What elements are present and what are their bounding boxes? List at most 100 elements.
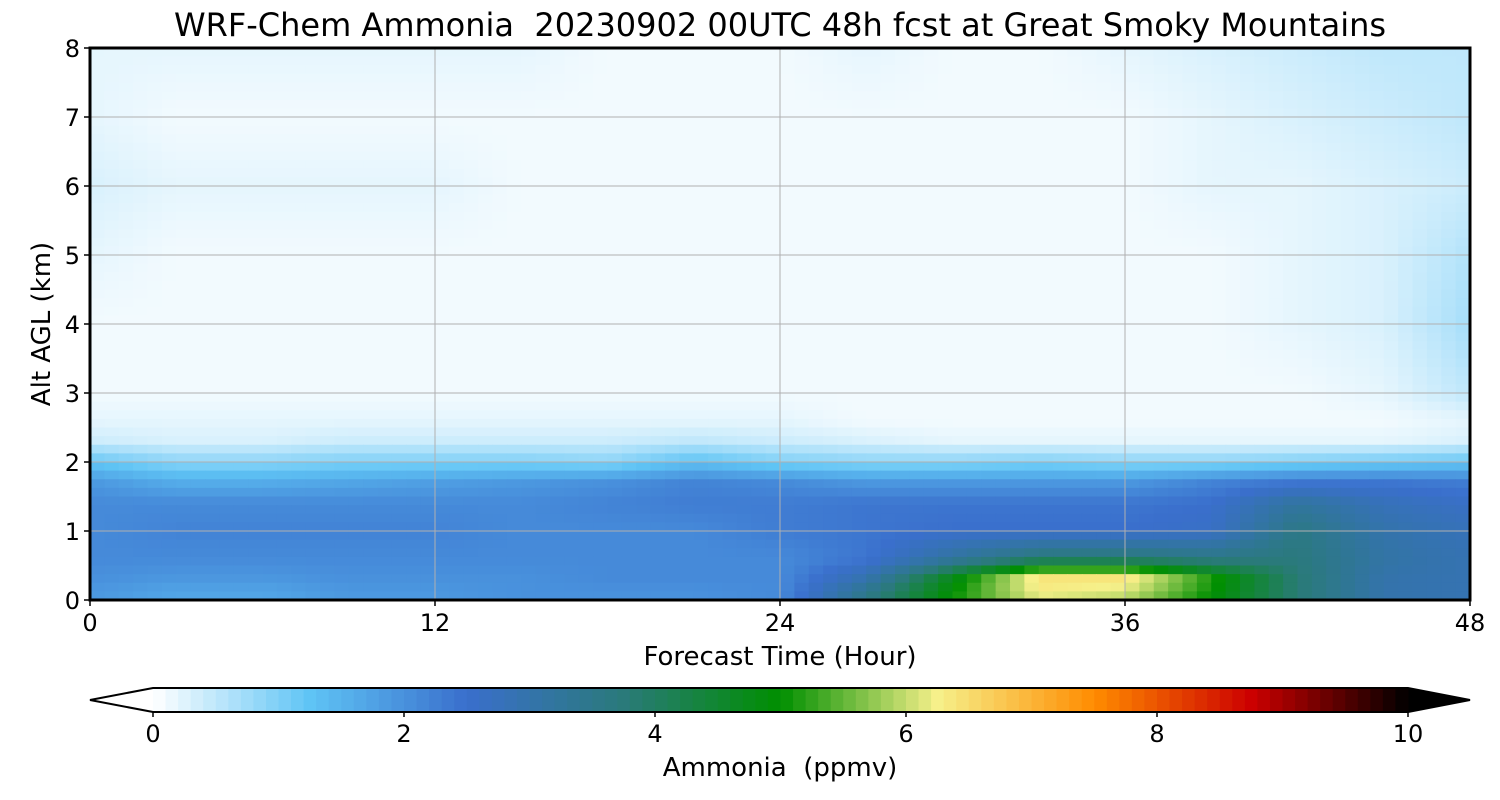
heatmap-cell xyxy=(808,91,824,101)
heatmap-cell xyxy=(1139,48,1155,58)
heatmap-cell xyxy=(1254,220,1270,230)
heatmap-cell xyxy=(205,375,220,385)
heatmap-cell xyxy=(1326,263,1342,273)
heatmap-cell xyxy=(248,48,264,58)
heatmap-cell xyxy=(1053,263,1069,273)
heatmap-cell xyxy=(1053,324,1069,334)
heatmap-cell xyxy=(1283,324,1299,334)
heatmap-cell xyxy=(406,341,422,351)
heatmap-cell xyxy=(205,168,220,178)
heatmap-cell xyxy=(995,246,1011,256)
heatmap-cell xyxy=(1139,125,1155,135)
heatmap-cell xyxy=(1182,393,1198,403)
heatmap-cell xyxy=(1283,289,1299,299)
heatmap-cell xyxy=(1081,349,1097,360)
heatmap-cell xyxy=(1355,324,1370,334)
heatmap-cell xyxy=(521,194,537,204)
heatmap-cell xyxy=(104,315,120,325)
heatmap-cell xyxy=(248,358,264,368)
heatmap-cell xyxy=(1081,73,1097,84)
heatmap-cell xyxy=(104,246,120,256)
heatmap-cell xyxy=(866,487,882,498)
heatmap-cell xyxy=(909,151,925,161)
heatmap-cell xyxy=(478,246,494,256)
heatmap-cell xyxy=(1211,418,1227,429)
heatmap-cell xyxy=(1297,82,1313,92)
heatmap-cell xyxy=(578,444,594,454)
heatmap-cell xyxy=(823,229,839,239)
heatmap-cell xyxy=(751,73,767,84)
heatmap-cell xyxy=(233,315,249,325)
heatmap-cell xyxy=(190,108,206,118)
heatmap-cell xyxy=(435,410,450,420)
heatmap-cell xyxy=(449,332,465,342)
heatmap-cell xyxy=(665,479,680,489)
heatmap-cell xyxy=(693,280,709,291)
heatmap-cell xyxy=(1355,341,1370,351)
heatmap-cell xyxy=(291,393,307,403)
heatmap-cell xyxy=(851,375,867,385)
heatmap-cell xyxy=(291,108,307,118)
heatmap-cell xyxy=(722,479,738,489)
heatmap-cell xyxy=(1196,194,1212,204)
heatmap-cell xyxy=(895,151,910,161)
heatmap-cell xyxy=(593,142,609,153)
heatmap-cell xyxy=(1096,211,1112,222)
heatmap-cell xyxy=(1168,427,1184,437)
heatmap-cell xyxy=(1455,418,1471,429)
heatmap-cell xyxy=(1297,203,1313,213)
heatmap-cell xyxy=(492,142,508,153)
heatmap-cell xyxy=(1326,134,1342,144)
heatmap-cell xyxy=(607,160,623,170)
heatmap-cell xyxy=(305,142,321,153)
heatmap-cell xyxy=(650,82,666,92)
heatmap-cell xyxy=(665,367,680,377)
heatmap-cell xyxy=(923,48,939,58)
heatmap-cell xyxy=(1398,73,1414,84)
heatmap-cell xyxy=(578,349,594,360)
heatmap-cell xyxy=(578,470,594,480)
heatmap-cell xyxy=(348,349,364,360)
heatmap-cell xyxy=(679,255,695,265)
heatmap-cell xyxy=(1182,315,1198,325)
heatmap-cell xyxy=(233,298,249,308)
heatmap-cell xyxy=(1412,341,1428,351)
heatmap-cell xyxy=(176,272,192,282)
heatmap-cell xyxy=(765,349,781,360)
heatmap-cell xyxy=(363,48,379,58)
heatmap-cell xyxy=(320,349,335,360)
heatmap-cell xyxy=(334,229,350,239)
heatmap-cell xyxy=(363,298,379,308)
heatmap-cell xyxy=(205,418,220,429)
heatmap-cell xyxy=(550,160,565,170)
heatmap-cell xyxy=(190,229,206,239)
heatmap-cell xyxy=(219,73,235,84)
heatmap-cell xyxy=(161,487,177,498)
heatmap-cell xyxy=(506,220,522,230)
heatmap-cell xyxy=(794,203,810,213)
heatmap-cell xyxy=(1067,306,1083,316)
heatmap-cell xyxy=(535,306,551,316)
heatmap-cell xyxy=(1254,427,1270,437)
heatmap-cell xyxy=(190,436,206,446)
heatmap-cell xyxy=(1182,436,1198,446)
heatmap-cell xyxy=(348,453,364,463)
heatmap-cell xyxy=(506,91,522,101)
heatmap-cell xyxy=(578,108,594,118)
heatmap-cell xyxy=(506,487,522,498)
heatmap-cell xyxy=(118,237,134,247)
heatmap-cell xyxy=(665,203,680,213)
heatmap-cell xyxy=(564,272,580,282)
heatmap-cell xyxy=(463,203,479,213)
heatmap-cell xyxy=(708,444,724,454)
heatmap-cell xyxy=(722,272,738,282)
heatmap-cell xyxy=(276,99,292,109)
heatmap-cell xyxy=(765,65,781,75)
heatmap-cell xyxy=(334,298,350,308)
heatmap-cell xyxy=(1196,272,1212,282)
heatmap-cell xyxy=(837,186,853,196)
heatmap-cell xyxy=(377,479,393,489)
heatmap-cell xyxy=(636,211,652,222)
heatmap-cell xyxy=(636,272,652,282)
heatmap-cell xyxy=(895,229,910,239)
